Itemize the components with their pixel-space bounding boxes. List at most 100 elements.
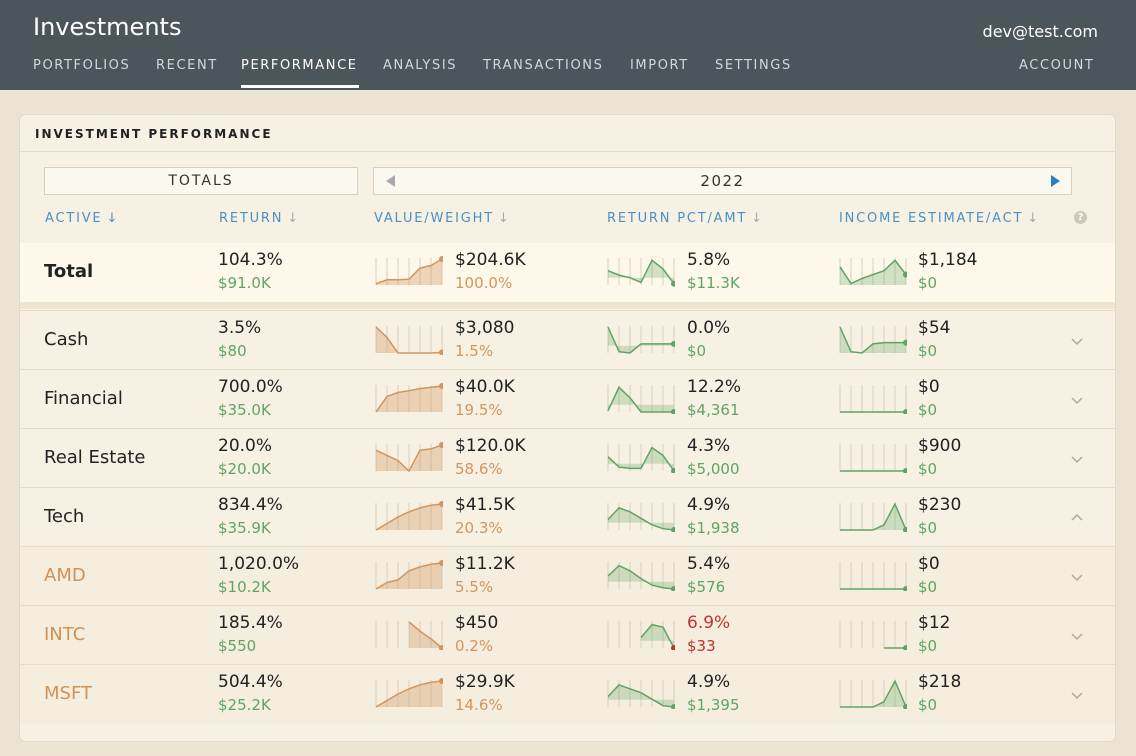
return-sparkline (607, 503, 675, 532)
return-pct: 4.9% (687, 672, 731, 692)
totals-button[interactable]: TOTALS (44, 167, 358, 195)
table-row[interactable]: AMD 1,020.0% $10.2K $11.2K 5.5% 5.4% $576 $0 $0 (20, 546, 1115, 606)
income-sparkline (839, 444, 907, 473)
nav-account[interactable]: ACCOUNT (1019, 58, 1095, 73)
row-name: Total (44, 260, 94, 282)
row-name[interactable]: Real Estate (44, 446, 146, 468)
chevron-down-icon[interactable] (1070, 334, 1084, 348)
chevron-down-icon[interactable] (1070, 688, 1084, 702)
spark-line (375, 326, 443, 354)
spark-endpoint (439, 383, 443, 389)
spark-area (608, 684, 674, 707)
column-return-pct-amt[interactable]: RETURN PCT/AMT ↓ (607, 211, 762, 226)
table-row[interactable]: INTC 185.4% $550 $450 0.2% 6.9% $33 $12 $0 (20, 605, 1115, 665)
spark-area (376, 563, 442, 589)
income-sparkline (839, 679, 907, 709)
nav-settings[interactable]: SETTINGS (715, 58, 792, 73)
spark-line (640, 623, 675, 649)
spark-endpoint (439, 349, 443, 355)
return-amt: $5,000 (687, 460, 740, 478)
column-return[interactable]: RETURN ↓ (219, 211, 298, 226)
spark-endpoint (903, 339, 907, 346)
spark-area (376, 386, 442, 412)
spark-endpoint (671, 280, 675, 287)
return-amount: $20.0K (218, 460, 271, 478)
column-active[interactable]: ACTIVE ↓ (45, 211, 117, 226)
value-sparkline (375, 621, 443, 650)
spark-area (840, 504, 906, 530)
spark-area (608, 260, 674, 284)
chevron-down-icon[interactable] (1070, 393, 1084, 407)
spark-line (375, 562, 443, 590)
income-actual: $0 (918, 696, 938, 714)
table-row[interactable]: Total 104.3% $91.0K $204.6K 100.0% 5.8% $11.3K… (20, 243, 1115, 302)
column-active-label: ACTIVE (45, 211, 103, 226)
account-email[interactable]: dev@test.com (982, 22, 1098, 41)
income-actual: $0 (918, 637, 938, 655)
spark-endpoint (903, 586, 907, 591)
spark-endpoint (671, 645, 675, 650)
row-name[interactable]: Cash (44, 328, 89, 350)
spark-area (608, 327, 674, 353)
column-value-weight[interactable]: VALUE/WEIGHT ↓ (374, 211, 509, 226)
return-sparkline (607, 385, 675, 414)
income-actual: $0 (918, 578, 938, 596)
value-amount: $40.0K (455, 377, 515, 397)
value-amount: $29.9K (455, 672, 515, 692)
spark-line (839, 259, 907, 285)
row-name[interactable]: AMD (44, 564, 86, 586)
value-amount: $41.5K (455, 495, 515, 515)
income-actual: $0 (918, 460, 938, 478)
return-percent: 700.0% (218, 377, 283, 397)
spark-area (840, 327, 906, 353)
chevron-up-icon[interactable] (1070, 511, 1084, 525)
spark-endpoint (439, 256, 443, 262)
spark-line (607, 507, 675, 531)
nav-performance[interactable]: PERFORMANCE (241, 58, 358, 73)
column-income[interactable]: INCOME ESTIMATE/ACT ↓ (839, 211, 1038, 226)
income-estimate: $0 (918, 377, 940, 397)
previous-year-icon[interactable] (386, 175, 395, 187)
spark-line (375, 258, 443, 285)
value-amount: $120.0K (455, 436, 526, 456)
return-pct: 5.8% (687, 250, 731, 270)
row-name[interactable]: MSFT (44, 682, 92, 704)
question-icon[interactable]: ? (1074, 211, 1087, 224)
table-row[interactable]: Financial 700.0% $35.0K $40.0K 19.5% 12.2% $4,… (20, 369, 1115, 429)
return-sparkline (607, 562, 675, 591)
income-estimate: $1,184 (918, 250, 978, 270)
spark-line (375, 680, 443, 708)
chevron-down-icon[interactable] (1070, 452, 1084, 466)
panel-title: INVESTMENT PERFORMANCE (35, 127, 273, 141)
return-pct: 0.0% (687, 318, 731, 338)
value-sparkline (375, 256, 443, 285)
spark-area (376, 259, 442, 285)
return-amt: $576 (687, 578, 726, 596)
return-percent: 1,020.0% (218, 554, 300, 574)
return-sparkline (607, 444, 675, 473)
spark-area (376, 681, 442, 707)
next-year-icon[interactable] (1051, 175, 1060, 187)
chevron-down-icon[interactable] (1070, 629, 1084, 643)
return-sparkline (607, 621, 675, 650)
chevron-down-icon[interactable] (1070, 570, 1084, 584)
value-weight: 19.5% (455, 401, 503, 419)
spark-endpoint (671, 586, 675, 591)
table-row[interactable]: Cash 3.5% $80 $3,080 1.5% 0.0% $0 $54 $0 (20, 310, 1115, 370)
income-estimate: $0 (918, 554, 940, 574)
return-amount: $10.2K (218, 578, 271, 596)
nav-transactions[interactable]: TRANSACTIONS (483, 58, 604, 73)
nav-portfolios[interactable]: PORTFOLIOS (33, 58, 131, 73)
row-name[interactable]: Financial (44, 387, 123, 409)
table-row[interactable]: Tech 834.4% $35.9K $41.5K 20.3% 4.9% $1,938 $23… (20, 487, 1115, 547)
nav-import[interactable]: IMPORT (630, 58, 689, 73)
spark-endpoint (439, 645, 443, 650)
table-row[interactable]: Real Estate 20.0% $20.0K $120.0K 58.6% 4.3% $5… (20, 428, 1115, 488)
value-weight: 100.0% (455, 274, 513, 292)
row-name[interactable]: INTC (44, 623, 86, 645)
row-name[interactable]: Tech (44, 505, 85, 527)
value-sparkline (375, 501, 443, 531)
nav-analysis[interactable]: ANALYSIS (383, 58, 458, 73)
table-row[interactable]: MSFT 504.4% $25.2K $29.9K 14.6% 4.9% $1,395 $21… (20, 664, 1115, 724)
nav-recent[interactable]: RECENT (156, 58, 218, 73)
